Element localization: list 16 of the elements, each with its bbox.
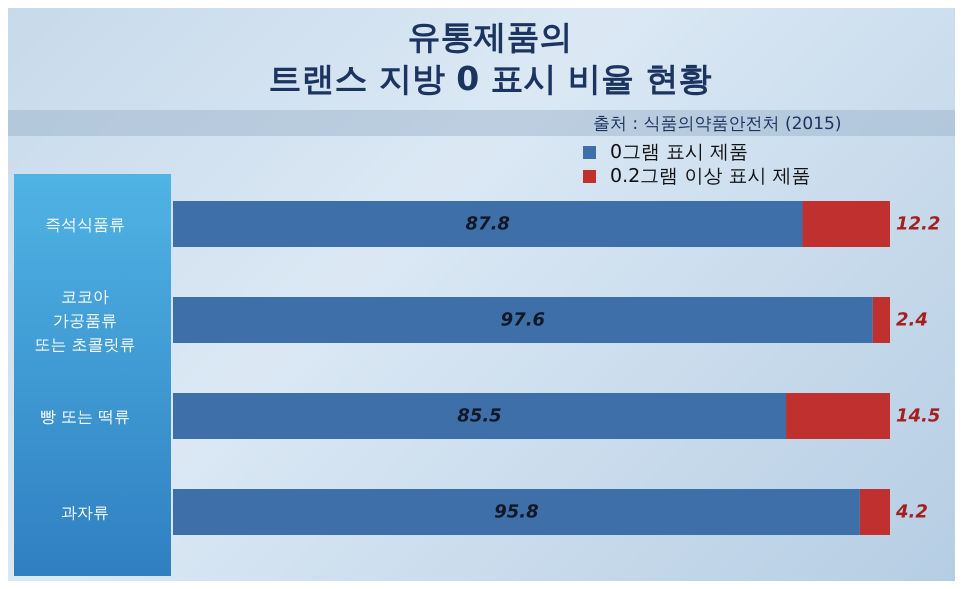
data-label: 14.5: [896, 405, 940, 426]
source-note: 출처 : 식품의약품안전처 (2015): [593, 113, 842, 135]
data-label: 97.6: [500, 309, 546, 330]
data-label: 12.2: [896, 213, 940, 234]
data-label: 87.8: [466, 213, 510, 234]
y-tick-label: 코코아 가공품류 또는 초콜릿류: [34, 286, 136, 354]
chart-title: 유통제품의 트랜스 지방 0 표시 비율 현황: [267, 16, 713, 100]
y-tick-label: 빵 또는 떡류: [40, 406, 130, 426]
data-label: 2.4: [896, 309, 928, 330]
legend-label: 0.2그램 이상 표시 제품: [610, 164, 810, 188]
data-label: 95.8: [494, 501, 539, 522]
data-label: 85.5: [457, 405, 502, 426]
data-label: 4.2: [895, 501, 928, 522]
legend-label: 0그램 표시 제품: [610, 140, 748, 164]
y-tick-label: 과자류: [61, 502, 109, 522]
y-tick-label: 즉석식품류: [45, 214, 125, 234]
